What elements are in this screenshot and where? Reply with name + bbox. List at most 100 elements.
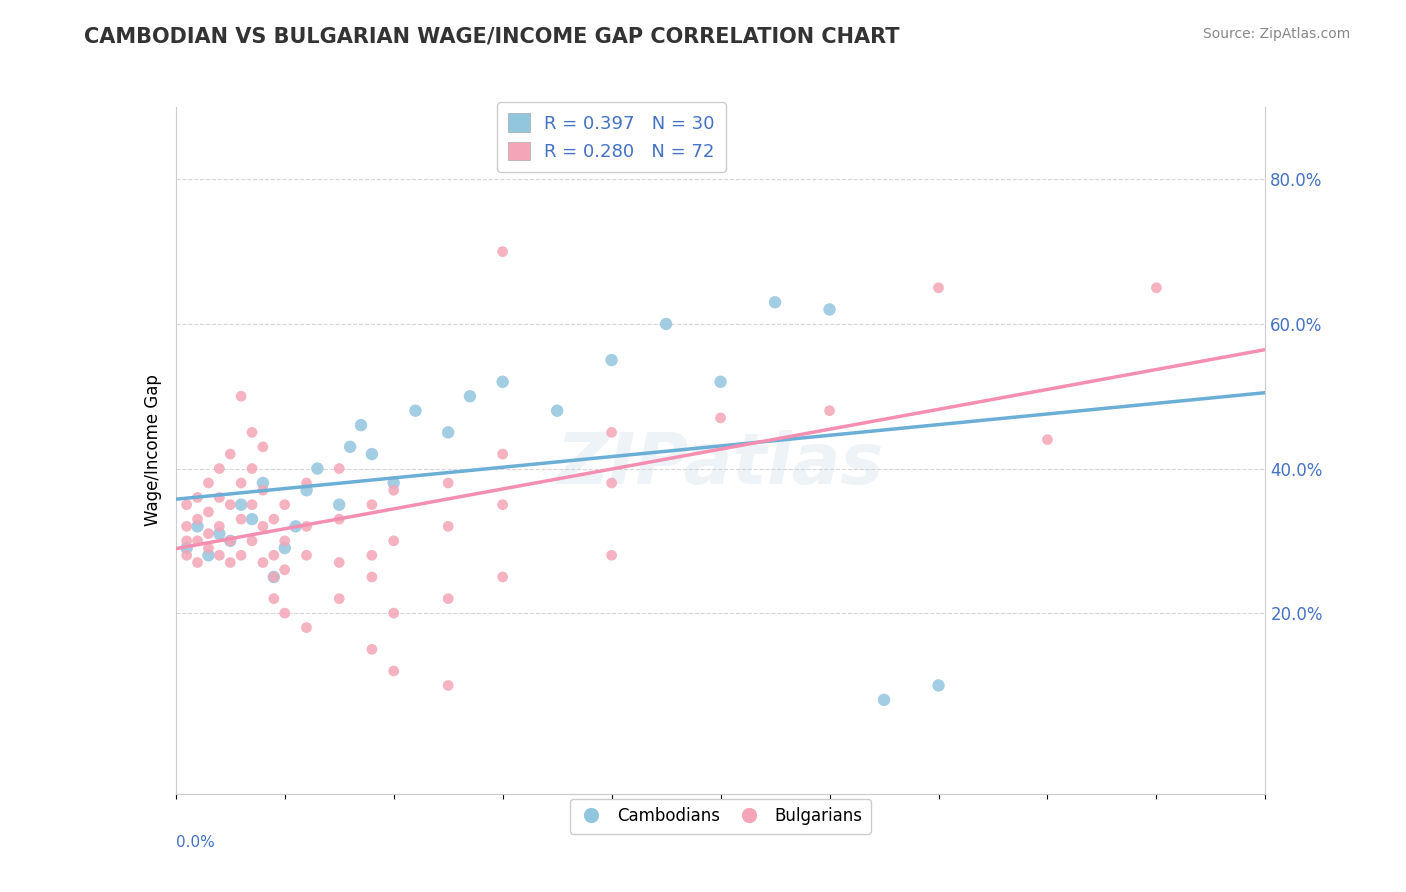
Point	[928, 678, 950, 692]
Point	[492, 244, 515, 259]
Point	[252, 556, 274, 570]
Point	[492, 447, 515, 461]
Point	[252, 440, 274, 454]
Point	[437, 519, 460, 533]
Point	[710, 375, 733, 389]
Point	[600, 353, 623, 368]
Point	[208, 461, 231, 475]
Point	[295, 621, 318, 635]
Point	[350, 418, 373, 433]
Point	[295, 549, 318, 563]
Point	[208, 491, 231, 505]
Point	[231, 498, 253, 512]
Point	[252, 483, 274, 498]
Point	[546, 403, 568, 417]
Point	[186, 519, 209, 533]
Point	[263, 570, 285, 584]
Point	[328, 512, 350, 526]
Point	[274, 563, 297, 577]
Point	[600, 475, 623, 490]
Point	[295, 519, 318, 533]
Point	[219, 498, 242, 512]
Point	[240, 498, 263, 512]
Point	[263, 570, 285, 584]
Point	[263, 591, 285, 606]
Point	[818, 403, 841, 417]
Point	[328, 461, 350, 475]
Point	[208, 549, 231, 563]
Point	[1144, 281, 1167, 295]
Point	[240, 461, 263, 475]
Point	[382, 533, 405, 548]
Point	[231, 512, 253, 526]
Point	[231, 549, 253, 563]
Point	[240, 512, 263, 526]
Point	[208, 526, 231, 541]
Point	[186, 556, 209, 570]
Point	[873, 693, 896, 707]
Point	[274, 606, 297, 620]
Point	[284, 519, 307, 533]
Point	[492, 570, 515, 584]
Point	[295, 475, 318, 490]
Point	[231, 389, 253, 403]
Point	[328, 498, 350, 512]
Point	[274, 541, 297, 555]
Point	[360, 447, 382, 461]
Point	[208, 519, 231, 533]
Legend: Cambodians, Bulgarians: Cambodians, Bulgarians	[569, 799, 872, 834]
Y-axis label: Wage/Income Gap: Wage/Income Gap	[143, 375, 162, 526]
Text: CAMBODIAN VS BULGARIAN WAGE/INCOME GAP CORRELATION CHART: CAMBODIAN VS BULGARIAN WAGE/INCOME GAP C…	[84, 27, 900, 46]
Point	[240, 425, 263, 440]
Point	[763, 295, 786, 310]
Point	[328, 556, 350, 570]
Point	[328, 591, 350, 606]
Point	[274, 498, 297, 512]
Text: 0.0%: 0.0%	[176, 835, 215, 850]
Point	[274, 533, 297, 548]
Point	[197, 505, 219, 519]
Point	[186, 512, 209, 526]
Point	[176, 533, 198, 548]
Point	[219, 556, 242, 570]
Point	[437, 475, 460, 490]
Text: ZIPatlas: ZIPatlas	[557, 430, 884, 499]
Point	[240, 533, 263, 548]
Point	[176, 519, 198, 533]
Point	[437, 678, 460, 692]
Point	[197, 549, 219, 563]
Point	[252, 519, 274, 533]
Point	[197, 541, 219, 555]
Point	[339, 440, 361, 454]
Point	[600, 549, 623, 563]
Point	[263, 512, 285, 526]
Text: Source: ZipAtlas.com: Source: ZipAtlas.com	[1202, 27, 1350, 41]
Point	[360, 570, 382, 584]
Point	[818, 302, 841, 317]
Point	[928, 281, 950, 295]
Point	[176, 498, 198, 512]
Point	[655, 317, 678, 331]
Point	[219, 447, 242, 461]
Point	[360, 498, 382, 512]
Point	[437, 425, 460, 440]
Point	[382, 606, 405, 620]
Point	[307, 461, 329, 475]
Point	[186, 491, 209, 505]
Point	[492, 498, 515, 512]
Point	[382, 664, 405, 678]
Point	[710, 411, 733, 425]
Point	[360, 642, 382, 657]
Point	[1036, 433, 1059, 447]
Point	[295, 483, 318, 498]
Point	[360, 549, 382, 563]
Point	[492, 375, 515, 389]
Point	[176, 549, 198, 563]
Point	[263, 549, 285, 563]
Point	[219, 533, 242, 548]
Point	[186, 533, 209, 548]
Point	[458, 389, 481, 403]
Point	[600, 425, 623, 440]
Point	[197, 475, 219, 490]
Point	[231, 475, 253, 490]
